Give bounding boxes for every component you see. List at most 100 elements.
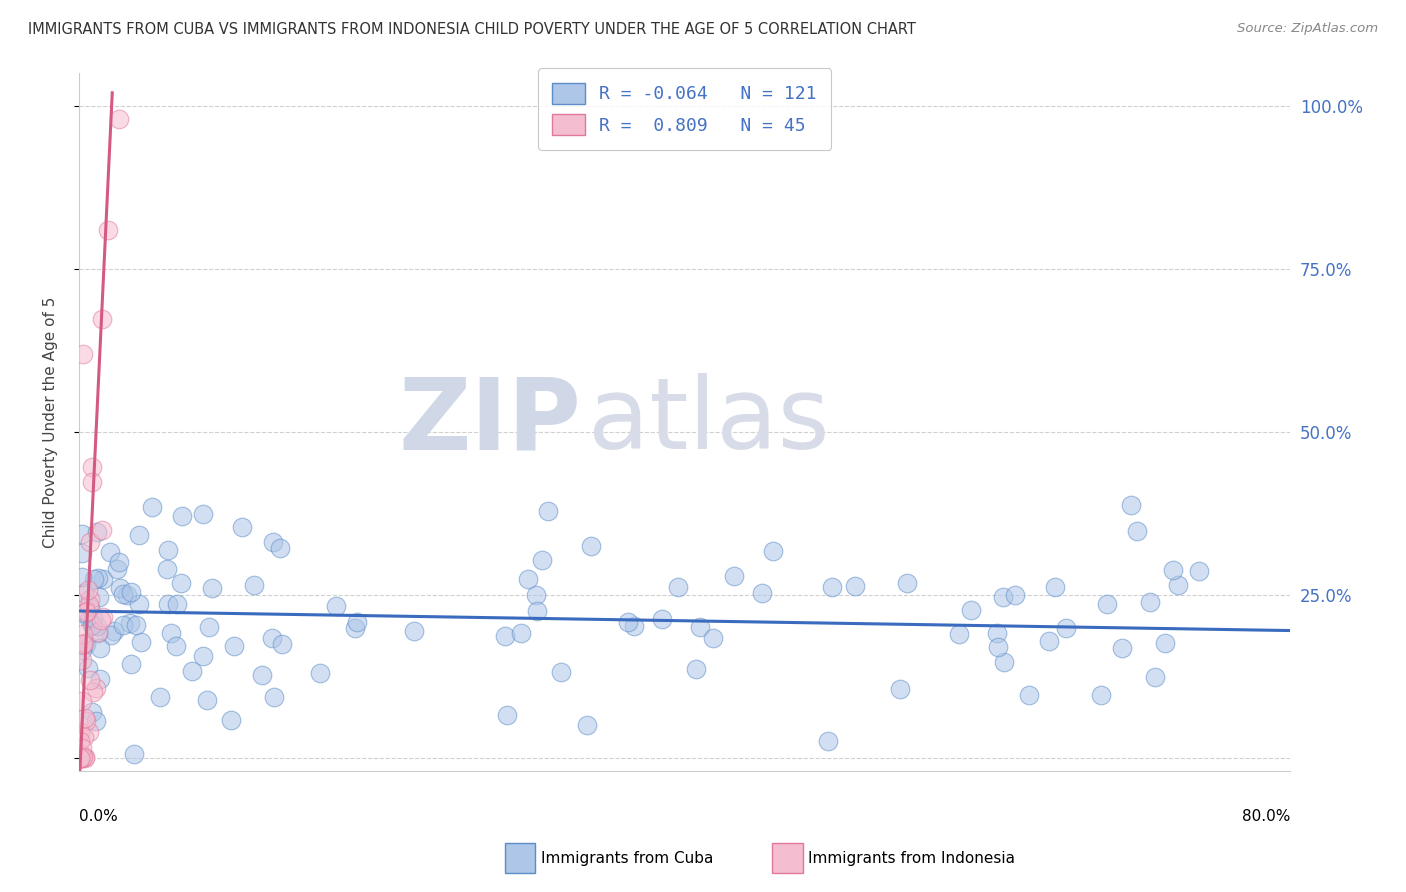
Point	[108, 555, 131, 569]
Point	[270, 637, 292, 651]
Point	[817, 734, 839, 748]
Point	[689, 620, 711, 634]
Point	[141, 500, 163, 515]
Point	[70, 747, 93, 761]
Point	[129, 634, 152, 648]
Point	[170, 575, 193, 590]
Point	[1018, 688, 1040, 702]
Point	[79, 600, 101, 615]
Point	[157, 597, 180, 611]
Point	[1045, 580, 1067, 594]
Point	[1090, 688, 1112, 702]
Point	[1111, 640, 1133, 655]
Point	[69, 750, 91, 764]
Point	[86, 714, 108, 728]
Point	[948, 627, 970, 641]
Text: 0.0%: 0.0%	[79, 809, 118, 824]
Point	[191, 507, 214, 521]
Point	[993, 655, 1015, 669]
Point	[70, 643, 93, 657]
Point	[723, 568, 745, 582]
Point	[72, 346, 94, 360]
Point	[550, 665, 572, 679]
Point	[623, 619, 645, 633]
Point	[987, 640, 1010, 654]
Point	[73, 585, 96, 599]
Point	[195, 692, 218, 706]
Point	[651, 612, 673, 626]
Point	[73, 606, 96, 620]
Text: 80.0%: 80.0%	[1241, 809, 1291, 824]
Point	[77, 660, 100, 674]
Point	[325, 599, 347, 613]
Point	[69, 750, 91, 764]
Point	[1161, 563, 1184, 577]
Point	[75, 605, 97, 619]
Point	[86, 619, 108, 633]
Text: Source: ZipAtlas.com: Source: ZipAtlas.com	[1237, 22, 1378, 36]
Point	[537, 504, 560, 518]
Point	[959, 603, 981, 617]
Point	[90, 613, 112, 627]
Point	[526, 604, 548, 618]
Point	[262, 535, 284, 549]
Point	[77, 583, 100, 598]
Text: atlas: atlas	[588, 374, 830, 470]
Point	[70, 740, 93, 755]
Point	[86, 681, 108, 695]
Point	[70, 527, 93, 541]
Point	[73, 750, 96, 764]
Point	[86, 524, 108, 539]
Text: ZIP: ZIP	[399, 374, 582, 470]
Point	[115, 588, 138, 602]
Point	[343, 621, 366, 635]
Point	[70, 693, 93, 707]
Point	[69, 733, 91, 747]
Point	[617, 615, 640, 629]
Point	[108, 112, 131, 126]
Point	[89, 641, 111, 656]
Point	[191, 649, 214, 664]
Point	[73, 730, 96, 744]
Point	[79, 592, 101, 607]
Point	[666, 580, 689, 594]
Point	[86, 571, 108, 585]
Point	[70, 750, 93, 764]
Point	[181, 664, 204, 678]
Point	[170, 509, 193, 524]
Point	[80, 459, 103, 474]
Point	[76, 603, 98, 617]
Point	[844, 579, 866, 593]
Point	[75, 637, 97, 651]
Point	[231, 520, 253, 534]
Point	[87, 626, 110, 640]
Point	[269, 541, 291, 555]
Point	[111, 617, 134, 632]
Point	[1038, 633, 1060, 648]
Point	[72, 749, 94, 764]
Point	[250, 668, 273, 682]
Y-axis label: Child Poverty Under the Age of 5: Child Poverty Under the Age of 5	[44, 296, 58, 548]
Point	[83, 572, 105, 586]
Point	[1143, 670, 1166, 684]
Point	[896, 575, 918, 590]
Point	[90, 523, 112, 537]
Point	[219, 713, 242, 727]
Point	[1095, 598, 1118, 612]
Point	[1154, 636, 1177, 650]
Point	[70, 570, 93, 584]
Point	[91, 609, 114, 624]
Point	[1004, 588, 1026, 602]
Point	[105, 562, 128, 576]
Text: IMMIGRANTS FROM CUBA VS IMMIGRANTS FROM INDONESIA CHILD POVERTY UNDER THE AGE OF: IMMIGRANTS FROM CUBA VS IMMIGRANTS FROM …	[28, 22, 915, 37]
Point	[112, 587, 135, 601]
Point	[402, 624, 425, 639]
Point	[579, 539, 602, 553]
Point	[1054, 621, 1077, 635]
Text: Immigrants from Cuba: Immigrants from Cuba	[541, 851, 714, 865]
Point	[124, 747, 146, 762]
Point	[82, 617, 104, 632]
Point	[82, 475, 104, 489]
Point	[100, 627, 122, 641]
Point	[986, 626, 1008, 640]
